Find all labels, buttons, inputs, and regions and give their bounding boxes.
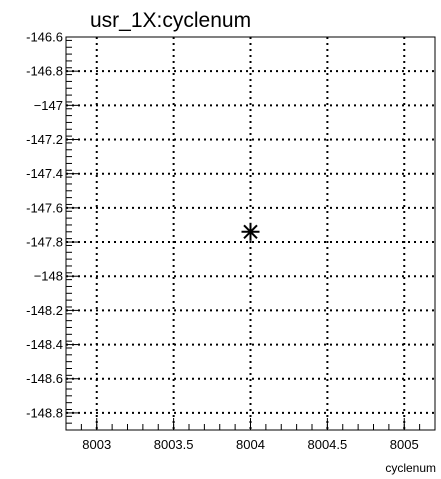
y-tick-label: -147.2 — [26, 132, 63, 147]
y-tick-label: -146.8 — [26, 64, 63, 79]
x-tick-label: 8004 — [236, 437, 265, 452]
y-tick-label: -148.2 — [26, 303, 63, 318]
y-tick-label: −148 — [34, 269, 63, 284]
x-axis-label: cyclenum — [385, 461, 436, 475]
y-tick-label: -146.6 — [26, 30, 63, 45]
y-tick-label: -148.4 — [26, 337, 63, 352]
axis-ticks — [65, 36, 436, 431]
x-tick-label: 8005 — [390, 437, 419, 452]
data-points — [241, 222, 260, 241]
x-tick-label: 8004.5 — [307, 437, 347, 452]
data-point-stroke — [243, 224, 258, 239]
y-tick-labels: -146.6 -146.8 −147 -147.2 -147.4 -147.6 -147.8… — [26, 30, 63, 421]
chart-title: usr_1X:cyclenum — [90, 9, 251, 32]
x-tick-label: 8003.5 — [154, 437, 194, 452]
x-tick-label: 8003 — [82, 437, 111, 452]
y-tick-label: −147 — [34, 98, 63, 113]
y-tick-label: -147.8 — [26, 235, 63, 250]
y-tick-label: -147.4 — [26, 166, 63, 181]
x-tick-labels: 8003 8003.5 8004 8004.5 8005 — [82, 437, 418, 452]
grid-lines — [66, 37, 435, 430]
y-tick-label: -148.6 — [26, 371, 63, 386]
y-tick-label: -148.8 — [26, 405, 63, 420]
y-tick-label: -147.6 — [26, 200, 63, 215]
data-point — [241, 222, 260, 241]
